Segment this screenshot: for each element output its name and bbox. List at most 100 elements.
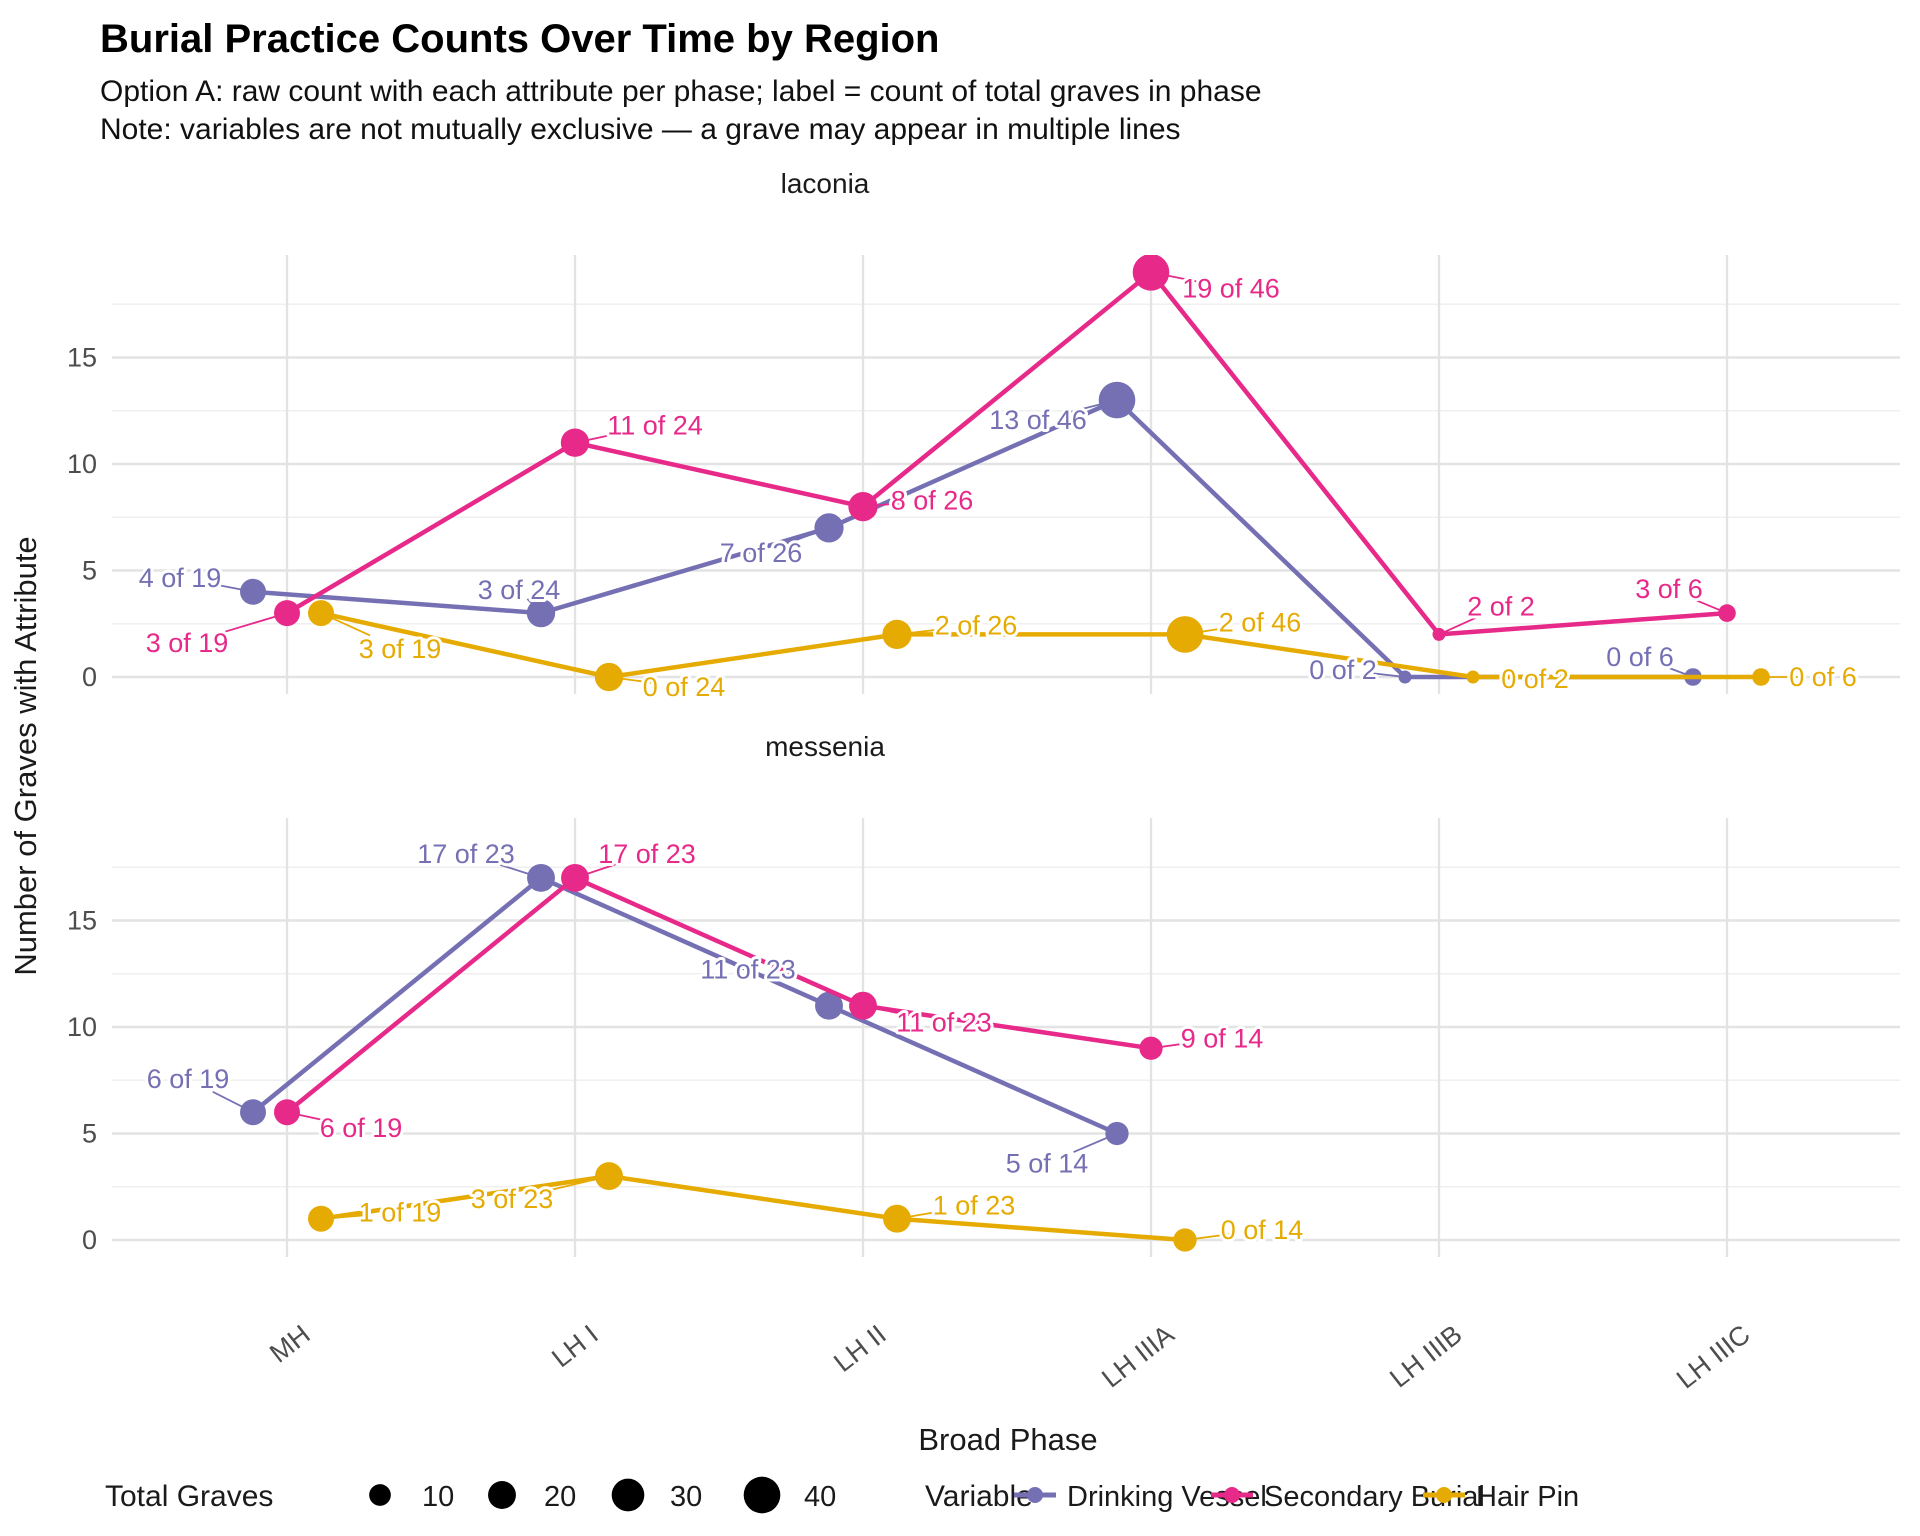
data-point xyxy=(595,1162,623,1191)
y-tick-label: 0 xyxy=(82,1225,97,1255)
data-point xyxy=(561,863,589,892)
data-point xyxy=(814,513,844,543)
x-tick-label: LH IIIB xyxy=(1384,1319,1468,1393)
y-tick-label: 10 xyxy=(67,449,97,479)
data-point xyxy=(1398,670,1412,684)
size-legend-title: Total Graves xyxy=(105,1480,273,1513)
y-axis-title: Number of Graves with Attribute xyxy=(8,536,43,975)
legend-size-dot xyxy=(488,1481,516,1509)
data-point-label: 9 of 14 xyxy=(1181,1023,1264,1053)
data-point xyxy=(594,662,624,692)
data-point-label: 2 of 2 xyxy=(1467,591,1535,621)
data-point-label: 7 of 26 xyxy=(720,538,803,568)
data-point xyxy=(849,991,877,1020)
y-tick-label: 5 xyxy=(82,1119,97,1149)
legend-size-dot xyxy=(611,1478,645,1512)
label-leader xyxy=(1438,616,1478,636)
data-point xyxy=(1105,1121,1129,1146)
x-tick-label: LH IIIA xyxy=(1096,1319,1180,1393)
legend-color-key-dot xyxy=(1027,1487,1043,1503)
data-point-label: 1 of 19 xyxy=(359,1198,442,1228)
series-line xyxy=(318,1173,1188,1243)
legend-size-dot xyxy=(743,1476,781,1514)
facet-labels-laconia: 4 of 19 3 of 24 7 of 26 13 of 46 0 of 2 0 of … xyxy=(136,270,1860,705)
data-point xyxy=(1166,616,1204,653)
data-point-label: 0 of 6 xyxy=(1789,662,1857,692)
data-point xyxy=(1132,255,1170,291)
x-axis-title: Broad Phase xyxy=(918,1422,1097,1457)
legend-color-key-dot xyxy=(1224,1487,1240,1503)
data-point xyxy=(848,491,878,522)
y-tick-label: 0 xyxy=(82,662,97,692)
data-point-label: 3 of 19 xyxy=(359,634,442,664)
size-legend: Total Graves 10 20 30 40 xyxy=(105,1476,836,1514)
series-line xyxy=(250,397,1696,680)
data-point-label: 0 of 24 xyxy=(643,672,726,702)
chart-subtitle-line2: Note: variables are not mutually exclusi… xyxy=(100,113,1181,146)
data-point-label: 17 of 23 xyxy=(598,839,696,869)
data-point xyxy=(274,1099,300,1126)
data-point xyxy=(308,600,334,627)
y-tick-label: 15 xyxy=(67,343,97,373)
data-point xyxy=(240,578,266,605)
legend-color-key-dot xyxy=(1436,1487,1452,1503)
data-point xyxy=(308,1205,334,1232)
x-tick-label: LH I xyxy=(546,1319,604,1373)
y-tick-label: 5 xyxy=(82,556,97,586)
data-point-label: 13 of 46 xyxy=(989,405,1087,435)
data-point-label: 11 of 23 xyxy=(700,955,796,985)
data-point-label: 5 of 14 xyxy=(1006,1149,1089,1179)
y-tick-label: 15 xyxy=(67,906,97,936)
data-point-label: 0 of 2 xyxy=(1501,664,1569,694)
facet-panel-messenia xyxy=(212,862,1233,1252)
data-point-label: 11 of 23 xyxy=(896,1008,992,1038)
legend-color-label: Hair Pin xyxy=(1476,1481,1579,1513)
data-point-label: 8 of 26 xyxy=(891,486,974,516)
legend-size-label: 40 xyxy=(804,1481,836,1513)
chart-title: Burial Practice Counts Over Time by Regi… xyxy=(100,17,940,61)
facet-strip-laconia: laconia xyxy=(781,168,870,199)
chart-subtitle-line1: Option A: raw count with each attribute … xyxy=(100,75,1262,108)
data-point xyxy=(1432,627,1446,641)
data-point xyxy=(240,1099,266,1126)
data-point-label: 17 of 23 xyxy=(417,839,515,869)
data-point-label: 3 of 19 xyxy=(146,628,229,658)
data-point-label: 6 of 19 xyxy=(320,1113,403,1143)
data-point-label: 0 of 6 xyxy=(1606,642,1674,672)
data-point xyxy=(1752,668,1770,686)
data-point-label: 11 of 24 xyxy=(607,411,703,441)
data-point xyxy=(1173,1228,1197,1252)
series-line xyxy=(284,270,1730,637)
data-point-label: 3 of 23 xyxy=(471,1184,554,1214)
plot-data: 4 of 19 3 of 24 7 of 26 13 of 46 0 of 2 0 of … xyxy=(136,255,1860,1252)
data-point-label: 0 of 2 xyxy=(1309,655,1377,685)
data-point xyxy=(527,863,555,892)
x-tick-label: LH IIIC xyxy=(1671,1319,1756,1394)
data-point-label: 19 of 46 xyxy=(1182,273,1280,303)
legend-size-label: 10 xyxy=(422,1481,454,1513)
data-point xyxy=(883,1204,911,1233)
data-point-label: 3 of 24 xyxy=(478,575,561,605)
data-point xyxy=(1139,1036,1163,1060)
legend-size-label: 20 xyxy=(544,1481,576,1513)
series-line xyxy=(250,875,1120,1136)
series-line xyxy=(284,875,1154,1115)
facet-panel-laconia xyxy=(207,255,1800,692)
data-point xyxy=(1718,604,1736,622)
series-line xyxy=(318,610,1764,680)
legend-size-dot xyxy=(369,1484,391,1506)
data-point-label: 2 of 26 xyxy=(935,610,1018,640)
data-point xyxy=(526,598,556,628)
data-point xyxy=(274,600,300,627)
x-tick-label: LH II xyxy=(828,1319,891,1378)
data-point-label: 1 of 23 xyxy=(933,1191,1016,1221)
data-point xyxy=(882,619,912,650)
data-point-label: 6 of 19 xyxy=(147,1064,230,1094)
data-point xyxy=(560,428,590,457)
data-point xyxy=(815,991,843,1020)
x-tick-label: MH xyxy=(264,1319,316,1368)
data-point-label: 4 of 19 xyxy=(139,563,222,593)
data-point-label: 2 of 46 xyxy=(1219,607,1302,637)
